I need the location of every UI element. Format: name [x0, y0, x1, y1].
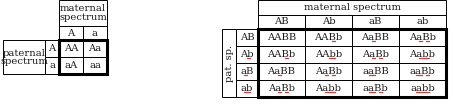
Text: aa: aa [89, 61, 101, 70]
Bar [305, 46, 352, 63]
Text: paternal: paternal [3, 49, 45, 57]
Text: spectrum: spectrum [59, 13, 107, 22]
Text: AaBB: AaBB [361, 33, 390, 42]
Bar [3, 40, 45, 74]
Bar [352, 29, 399, 46]
Text: aaBB: aaBB [362, 67, 389, 76]
Text: a: a [92, 29, 98, 38]
Text: aA: aA [64, 61, 77, 70]
Bar [83, 57, 107, 74]
Bar [399, 63, 446, 80]
Text: AABb: AABb [314, 33, 342, 42]
Text: AB: AB [274, 18, 289, 27]
Bar [258, 15, 305, 29]
Bar [399, 15, 446, 29]
Text: Ab: Ab [322, 18, 335, 27]
Text: aabb: aabb [410, 84, 435, 93]
Text: AA: AA [64, 44, 78, 53]
Bar [399, 46, 446, 63]
Text: a: a [49, 61, 55, 70]
Text: AABb: AABb [267, 50, 296, 59]
Text: aaBb: aaBb [410, 67, 435, 76]
Bar [45, 57, 59, 74]
Bar [45, 40, 59, 57]
Text: AAbb: AAbb [315, 50, 342, 59]
Bar [258, 80, 305, 97]
Bar [222, 29, 236, 97]
Bar [399, 80, 446, 97]
Bar [352, 80, 399, 97]
Bar [352, 46, 399, 63]
Text: Aabb: Aabb [315, 84, 342, 93]
Bar [258, 63, 305, 80]
Text: AaBb: AaBb [409, 33, 436, 42]
Bar [258, 29, 446, 97]
Bar [236, 63, 258, 80]
Bar [59, 40, 83, 57]
Text: AaBb: AaBb [362, 50, 389, 59]
Text: ab: ab [241, 84, 253, 93]
Bar [258, 0, 446, 15]
Text: AaBb: AaBb [315, 67, 342, 76]
Bar [305, 80, 352, 97]
Text: aB: aB [240, 67, 254, 76]
Text: maternal spectrum: maternal spectrum [304, 3, 400, 12]
Text: spectrum: spectrum [0, 56, 48, 65]
Bar [236, 46, 258, 63]
Text: ab: ab [416, 18, 429, 27]
Text: AB: AB [240, 33, 254, 42]
Text: maternal: maternal [60, 5, 106, 14]
Bar [258, 46, 305, 63]
Bar [305, 29, 352, 46]
Text: AaBb: AaBb [268, 84, 295, 93]
Text: A: A [48, 44, 56, 53]
Text: aaBb: aaBb [362, 84, 388, 93]
Bar [83, 26, 107, 40]
Bar [352, 15, 399, 29]
Bar [352, 63, 399, 80]
Text: AaBB: AaBB [268, 67, 295, 76]
Text: A: A [67, 29, 75, 38]
Text: pat. sp.: pat. sp. [225, 44, 233, 82]
Bar [59, 57, 83, 74]
Bar [305, 63, 352, 80]
Bar [83, 40, 107, 57]
Bar [258, 29, 305, 46]
Text: aB: aB [369, 18, 382, 27]
Bar [59, 40, 107, 74]
Bar [59, 0, 107, 26]
Text: Aa: Aa [88, 44, 101, 53]
Bar [236, 29, 258, 46]
Text: Ab: Ab [240, 50, 254, 59]
Bar [305, 15, 352, 29]
Text: AABB: AABB [267, 33, 296, 42]
Bar [399, 29, 446, 46]
Bar [236, 80, 258, 97]
Text: Aabb: Aabb [410, 50, 435, 59]
Bar [59, 26, 83, 40]
